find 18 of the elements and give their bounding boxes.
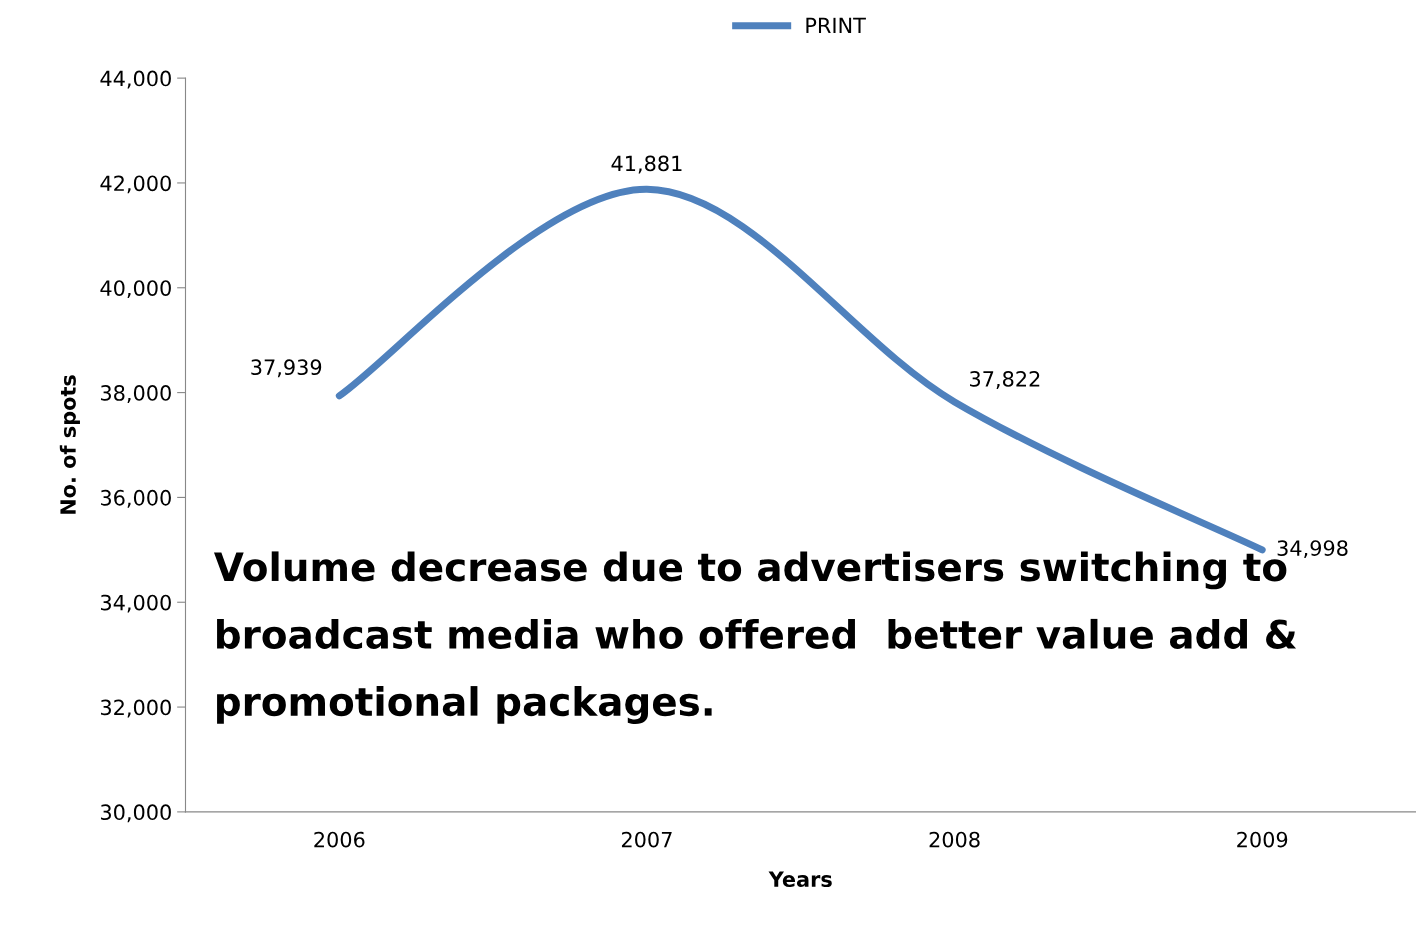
- data-label: 37,939: [251, 359, 322, 378]
- y-tick-label: 32,000: [100, 699, 171, 718]
- x-tick-label: 2009: [1237, 831, 1288, 848]
- y-tick-label: 44,000: [100, 70, 171, 89]
- x-tick-label: 2006: [314, 831, 365, 848]
- x-tick-label: 2007: [621, 831, 672, 848]
- y-tick-label: 30,000: [100, 804, 171, 823]
- x-axis-title: Years: [768, 871, 832, 888]
- data-label: 41,881: [611, 155, 682, 174]
- y-tick-label: 40,000: [100, 280, 171, 299]
- data-label: 37,822: [970, 371, 1040, 389]
- y-axis-title: No. of spots: [59, 375, 80, 514]
- y-tick-label: 42,000: [100, 175, 171, 194]
- y-tick-label: 34,000: [100, 594, 171, 613]
- y-tick-label: 36,000: [100, 489, 171, 508]
- x-tick-label: 2008: [929, 831, 980, 848]
- legend-label: PRINT: [806, 17, 866, 34]
- y-tick-label: 38,000: [100, 385, 171, 403]
